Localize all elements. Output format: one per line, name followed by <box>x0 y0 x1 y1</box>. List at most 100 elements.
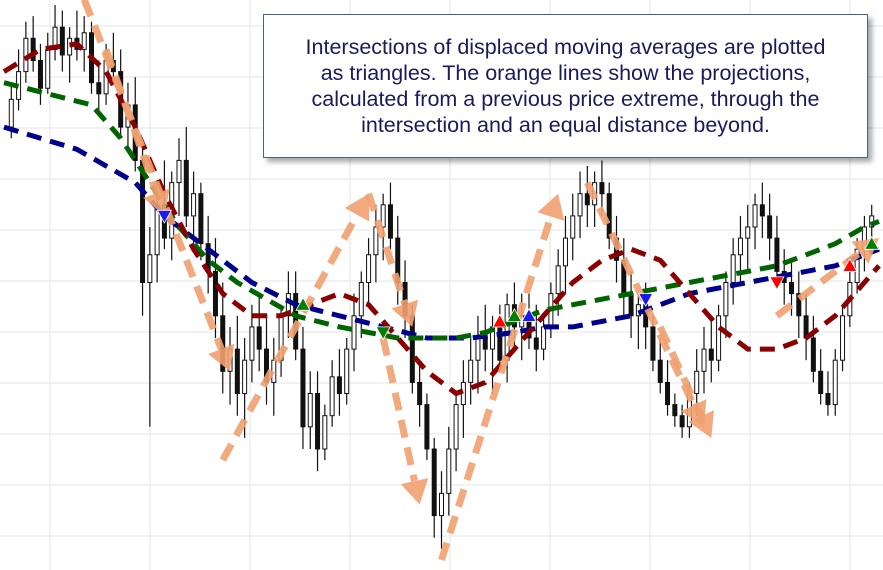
candle-body <box>45 48 51 89</box>
candle-body <box>759 204 765 217</box>
candle-body <box>650 326 656 361</box>
candle-body <box>796 293 802 317</box>
projection-arrowhead <box>143 188 170 216</box>
projection-arrowhead <box>208 343 235 372</box>
candles <box>8 5 875 549</box>
projection-line <box>657 325 705 418</box>
candle-body <box>322 415 328 450</box>
projection-arrow <box>438 193 565 562</box>
candle-body <box>665 381 671 406</box>
candle-body <box>307 393 313 428</box>
candle-body <box>533 337 539 350</box>
candle-body <box>242 359 248 395</box>
candle-body <box>679 415 685 428</box>
candle-body <box>767 215 773 239</box>
intersection-triangle-up <box>295 296 311 311</box>
candle-body <box>599 182 605 195</box>
candle-body <box>344 348 350 395</box>
moving-averages <box>2 41 881 396</box>
intersection-triangle-up <box>842 257 858 272</box>
candle-body <box>701 348 707 372</box>
candle-body <box>96 82 102 95</box>
candle-body <box>737 237 743 256</box>
candle-body <box>453 404 459 450</box>
candle-body <box>30 37 36 61</box>
candle-body <box>300 348 306 428</box>
candle-body <box>212 270 218 317</box>
candle-body <box>424 404 430 450</box>
projection-lines <box>80 0 879 562</box>
candle-body <box>431 448 437 517</box>
candle-body <box>555 265 561 295</box>
candle-body <box>468 359 474 383</box>
candle-body <box>315 393 321 450</box>
candle-body <box>446 448 452 494</box>
candle-body <box>672 404 678 417</box>
candle-body <box>176 159 182 184</box>
projection-arrow <box>379 337 429 505</box>
projection-arrowhead <box>688 410 714 438</box>
candle-body <box>198 193 204 245</box>
intersection-triangle-up <box>506 307 523 322</box>
projection-line <box>219 213 361 462</box>
intersection-triangle-up <box>521 307 537 322</box>
intersection-triangle-down <box>375 326 391 341</box>
projection-line <box>102 48 160 195</box>
candle-body <box>256 326 262 350</box>
projection-arrowhead <box>400 478 429 505</box>
candle-body <box>234 348 240 395</box>
candle-body <box>832 359 838 406</box>
candle-body <box>366 254 372 283</box>
projection-arrow <box>657 325 714 438</box>
candle-body <box>577 193 583 217</box>
candle-body <box>59 26 65 56</box>
intersection-triangles <box>156 209 880 341</box>
candle-body <box>854 248 860 283</box>
projection-arrowhead <box>391 299 419 327</box>
candle-body <box>191 193 197 217</box>
candle-body <box>351 315 357 350</box>
candle-body <box>825 393 831 406</box>
candle-body <box>723 282 729 317</box>
candle-body <box>358 282 364 317</box>
candle-body <box>570 215 576 239</box>
candle-body <box>628 293 634 317</box>
projection-arrow <box>774 238 879 319</box>
candle-body <box>606 193 612 239</box>
candle-body <box>745 226 751 239</box>
candle-body <box>37 60 43 89</box>
candle-body <box>183 159 189 217</box>
intersection-triangle-up <box>864 235 880 250</box>
candle-body <box>336 376 342 395</box>
candle-body <box>694 370 700 394</box>
intersection-triangle-up <box>492 313 508 328</box>
candle-body <box>438 492 445 517</box>
projection-arrow <box>102 48 170 216</box>
candle-body <box>840 315 846 361</box>
projection-arrowhead <box>537 193 565 221</box>
projection-line <box>379 337 418 482</box>
annotation-text: Intersections of displaced moving averag… <box>305 35 826 137</box>
candle-body <box>752 204 758 228</box>
candle-body <box>140 159 146 283</box>
candle-body <box>81 32 87 50</box>
candle-body <box>716 315 722 361</box>
moving-average-slow <box>3 124 880 341</box>
projection-line <box>365 192 409 306</box>
candle-body <box>562 237 568 267</box>
moving-average-medium <box>3 80 880 341</box>
candle-body <box>810 337 816 372</box>
candle-body <box>657 359 663 383</box>
projection-arrow <box>219 193 370 462</box>
candle-body <box>730 254 736 283</box>
candle-body <box>482 337 488 350</box>
candle-body <box>387 204 393 239</box>
projection-arrow <box>365 192 419 327</box>
intersection-triangle-down <box>769 276 785 291</box>
candle-body <box>329 376 335 417</box>
projection-arrowhead <box>344 193 370 222</box>
annotation-box: Intersections of displaced moving averag… <box>263 14 868 158</box>
intersection-triangle-down <box>156 209 173 224</box>
candle-body <box>774 237 780 272</box>
